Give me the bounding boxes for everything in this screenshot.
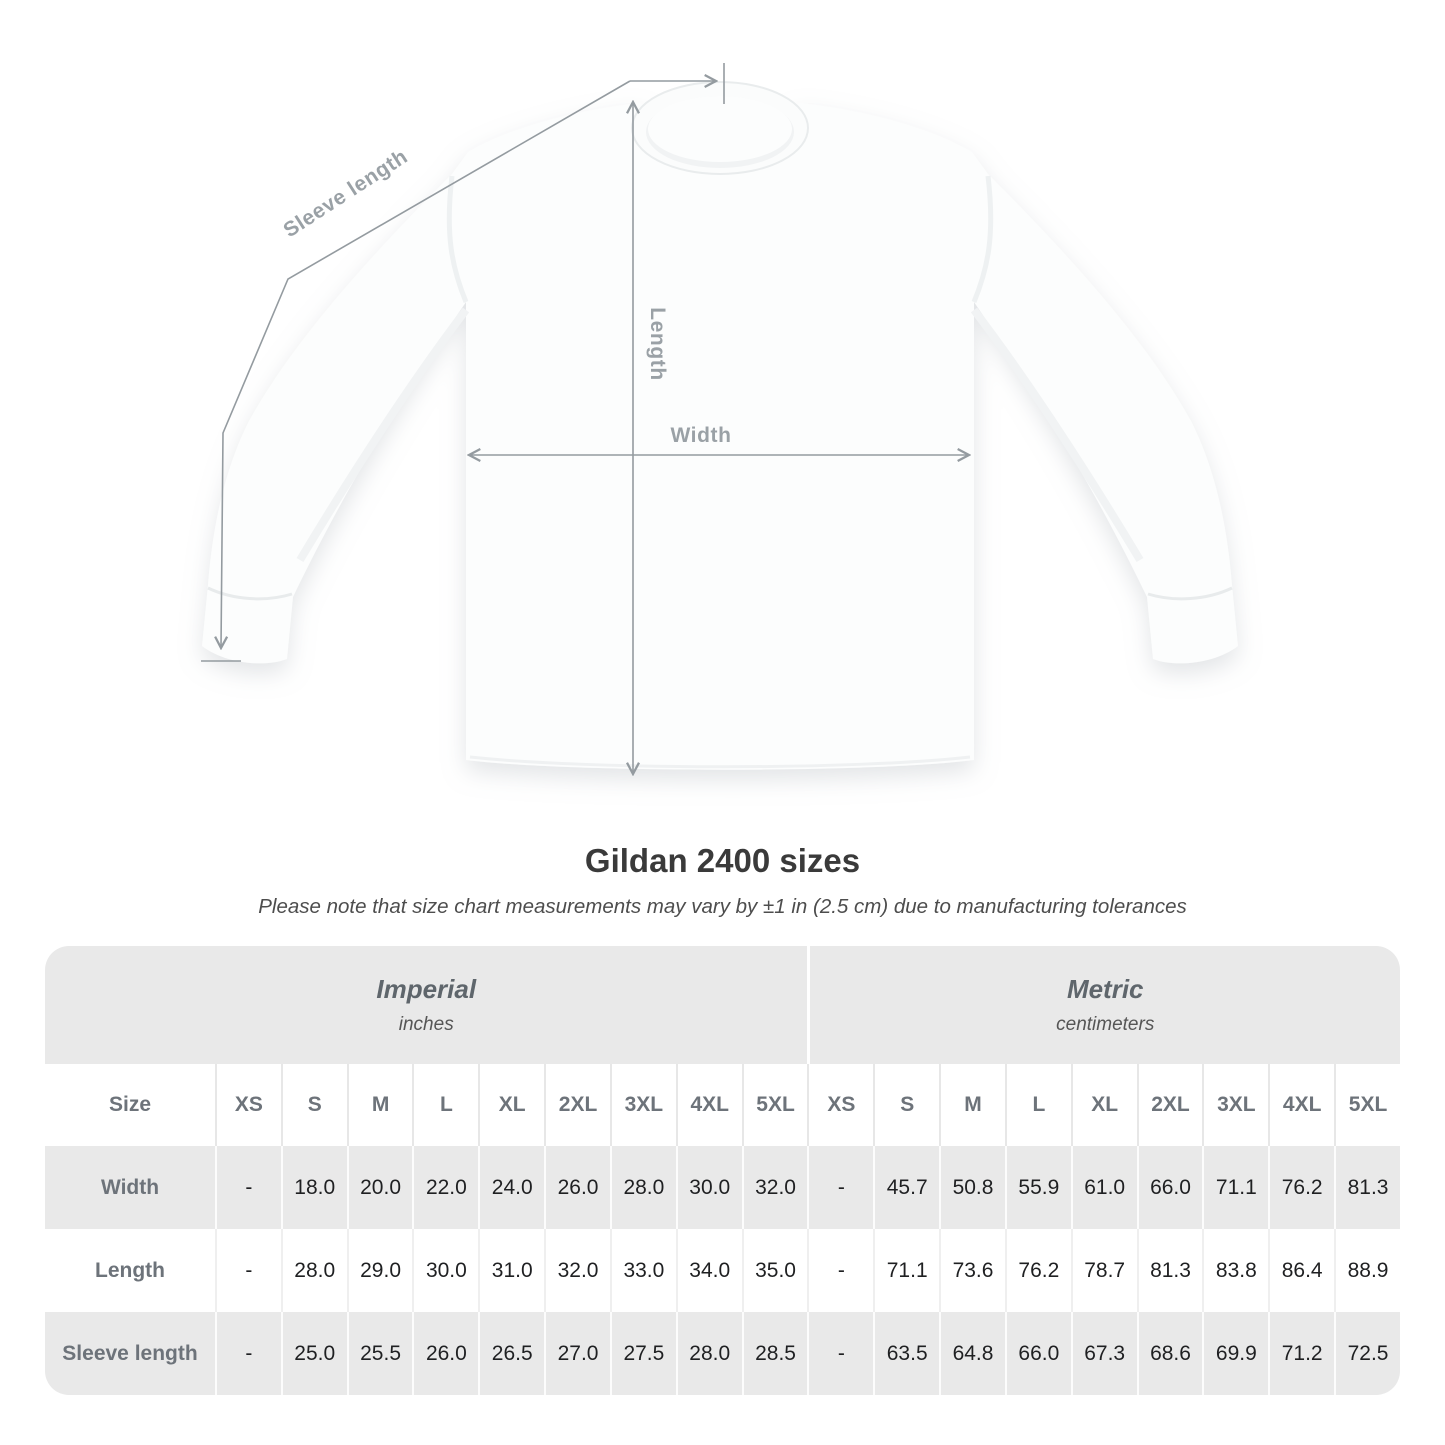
width-metric-value: 50.8: [939, 1146, 1005, 1229]
width-imperial-value: 22.0: [412, 1146, 479, 1229]
row-label-width: Width: [45, 1146, 215, 1229]
width-metric-value: 61.0: [1070, 1146, 1137, 1229]
size-header-metric: XS: [807, 1064, 874, 1146]
width-imperial-value: 28.0: [609, 1146, 676, 1229]
width-metric-value: 81.3: [1334, 1146, 1400, 1229]
sleeve-imperial-value: 27.5: [609, 1312, 676, 1395]
size-header-imperial: 3XL: [609, 1064, 676, 1146]
length-imperial-value: 35.0: [741, 1229, 808, 1312]
sleeve-imperial-value: -: [215, 1312, 281, 1395]
width-metric-value: 66.0: [1136, 1146, 1203, 1229]
size-header-metric: 5XL: [1334, 1064, 1400, 1146]
sleeve-metric-value: -: [807, 1312, 874, 1395]
sleeve-metric-value: 64.8: [939, 1312, 1005, 1395]
length-imperial-value: 28.0: [280, 1229, 347, 1312]
sleeve-length-arrow: [201, 63, 725, 662]
sleeve-metric-value: 67.3: [1070, 1312, 1137, 1395]
row-label-length: Length: [45, 1229, 215, 1312]
size-header-metric: 2XL: [1136, 1064, 1203, 1146]
shirt-measurement-diagram: Sleeve length Length Width: [201, 63, 1238, 830]
length-imperial-value: 31.0: [478, 1229, 545, 1312]
size-header-metric: 3XL: [1202, 1064, 1269, 1146]
length-metric-value: 88.9: [1334, 1229, 1400, 1312]
imperial-label: Imperial: [376, 974, 477, 1004]
length-metric-value: 78.7: [1070, 1229, 1137, 1312]
width-metric-value: 55.9: [1004, 1146, 1071, 1229]
length-metric-value: -: [807, 1229, 874, 1312]
size-header-imperial: 5XL: [741, 1064, 808, 1146]
length-metric-value: 86.4: [1268, 1229, 1335, 1312]
sleeve-metric-value: 71.2: [1268, 1312, 1335, 1395]
length-metric-value: 76.2: [1004, 1229, 1071, 1312]
metric-label: Metric: [1066, 974, 1144, 1004]
size-header-imperial: M: [346, 1064, 413, 1146]
width-label: Width: [670, 424, 732, 447]
sleeve-length-row: Sleeve length - 25.0 25.5 26.0 26.5 27.0…: [45, 1312, 1400, 1395]
imperial-unit: inches: [398, 1014, 454, 1035]
width-metric-value: 71.1: [1202, 1146, 1269, 1229]
width-imperial-value: 30.0: [675, 1146, 742, 1229]
length-imperial-value: 30.0: [412, 1229, 479, 1312]
sleeve-metric-value: 63.5: [873, 1312, 940, 1395]
size-header-imperial: L: [412, 1064, 479, 1146]
sleeve-metric-value: 68.6: [1136, 1312, 1203, 1395]
length-label: Length: [646, 307, 669, 381]
sleeve-metric-value: 66.0: [1004, 1312, 1071, 1395]
width-imperial-value: 24.0: [478, 1146, 545, 1229]
length-imperial-value: -: [215, 1229, 281, 1312]
page-title: Gildan 2400 sizes: [584, 842, 861, 879]
width-imperial-value: 26.0: [544, 1146, 610, 1229]
size-header-row: Size XS S M L XL 2XL 3XL 4XL 5XL XS S M …: [45, 1064, 1400, 1146]
size-table: Imperial inches Metric centimeters Size …: [45, 946, 1400, 1395]
width-imperial-value: 32.0: [741, 1146, 808, 1229]
length-metric-value: 83.8: [1202, 1229, 1269, 1312]
width-metric-value: 76.2: [1268, 1146, 1335, 1229]
size-header-imperial: XL: [478, 1064, 545, 1146]
shirt-illustration: [201, 63, 1238, 830]
imperial-header-cell: Imperial inches: [45, 946, 808, 1064]
width-imperial-value: 20.0: [346, 1146, 413, 1229]
length-imperial-value: 32.0: [544, 1229, 610, 1312]
sleeve-metric-value: 69.9: [1202, 1312, 1269, 1395]
length-imperial-value: 33.0: [609, 1229, 676, 1312]
row-label-sleeve-length: Sleeve length: [45, 1312, 215, 1395]
width-row: Width - 18.0 20.0 22.0 24.0 26.0 28.0 30…: [45, 1146, 1400, 1229]
size-column-header: Size: [45, 1064, 215, 1146]
long-sleeve-shirt-shape: [202, 81, 1238, 770]
size-header-metric: S: [873, 1064, 940, 1146]
size-header-metric: L: [1004, 1064, 1071, 1146]
sleeve-imperial-value: 25.0: [280, 1312, 347, 1395]
sleeve-metric-value: 72.5: [1334, 1312, 1400, 1395]
size-header-metric: M: [939, 1064, 1005, 1146]
sleeve-imperial-value: 25.5: [346, 1312, 413, 1395]
width-metric-value: 45.7: [873, 1146, 940, 1229]
tolerance-note: Please note that size chart measurements…: [258, 895, 1187, 918]
size-header-metric: 4XL: [1268, 1064, 1335, 1146]
unit-header-row: Imperial inches Metric centimeters: [45, 946, 1400, 1064]
width-imperial-value: -: [215, 1146, 281, 1229]
sleeve-imperial-value: 27.0: [544, 1312, 610, 1395]
metric-unit: centimeters: [1056, 1014, 1155, 1035]
size-header-imperial: S: [280, 1064, 347, 1146]
sleeve-imperial-value: 26.5: [478, 1312, 545, 1395]
length-metric-value: 73.6: [939, 1229, 1005, 1312]
sleeve-imperial-value: 26.0: [412, 1312, 479, 1395]
size-header-imperial: 4XL: [675, 1064, 742, 1146]
metric-header-cell: Metric centimeters: [807, 946, 1400, 1064]
length-imperial-value: 34.0: [675, 1229, 742, 1312]
sleeve-imperial-value: 28.0: [675, 1312, 742, 1395]
width-imperial-value: 18.0: [280, 1146, 347, 1229]
length-row: Length - 28.0 29.0 30.0 31.0 32.0 33.0 3…: [45, 1229, 1400, 1312]
sleeve-imperial-value: 28.5: [741, 1312, 808, 1395]
length-imperial-value: 29.0: [346, 1229, 413, 1312]
length-metric-value: 81.3: [1136, 1229, 1203, 1312]
length-metric-value: 71.1: [873, 1229, 940, 1312]
size-header-metric: XL: [1070, 1064, 1137, 1146]
width-metric-value: -: [807, 1146, 874, 1229]
size-header-imperial: 2XL: [544, 1064, 610, 1146]
size-header-imperial: XS: [215, 1064, 281, 1146]
